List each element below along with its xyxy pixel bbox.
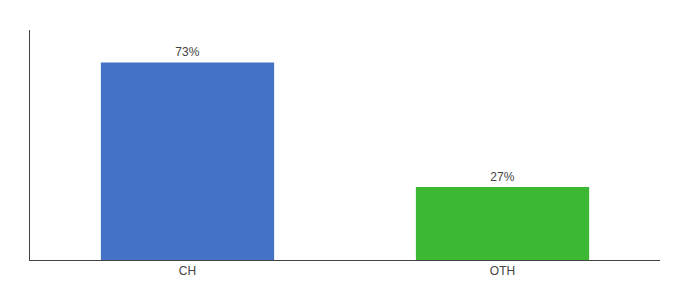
svg-text:CH: CH [179, 264, 196, 278]
svg-text:OTH: OTH [490, 264, 515, 278]
svg-text:73%: 73% [175, 45, 199, 59]
svg-text:27%: 27% [490, 170, 514, 184]
